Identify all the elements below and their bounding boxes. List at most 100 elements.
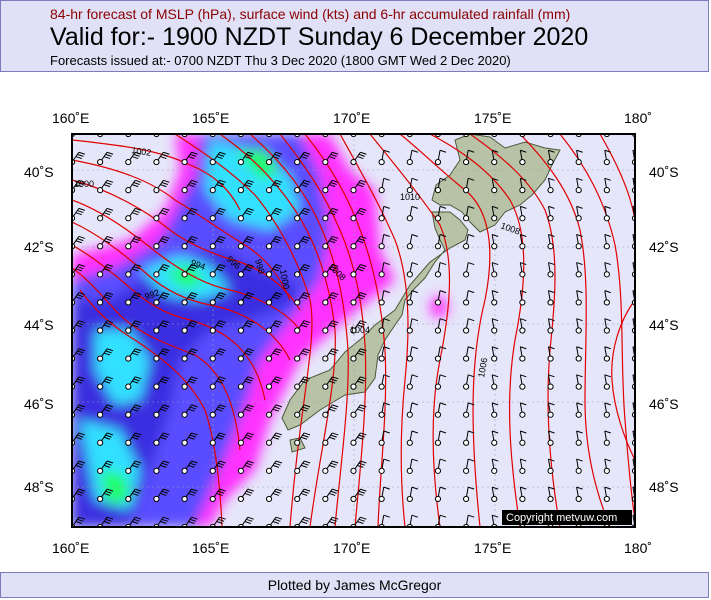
wind-barb-feather bbox=[576, 402, 583, 406]
station-marker bbox=[181, 271, 188, 278]
station-marker bbox=[434, 215, 442, 222]
station-marker bbox=[237, 158, 244, 166]
wind-barb-feather bbox=[468, 290, 475, 294]
wind-barb-feather bbox=[131, 184, 139, 188]
wind-barb-feather bbox=[244, 408, 251, 412]
wind-barb-feather bbox=[75, 521, 83, 524]
wind-barb-feather bbox=[439, 374, 447, 378]
header-banner: 84-hr forecast of MSLP (hPa), surface wi… bbox=[0, 0, 709, 72]
station-marker bbox=[491, 158, 498, 166]
wind-barb-feather bbox=[274, 182, 281, 185]
wind-barb-feather bbox=[133, 153, 140, 157]
station-marker bbox=[491, 383, 498, 390]
wind-barb-feather bbox=[383, 318, 390, 322]
wind-barb-feather bbox=[163, 151, 170, 155]
wind-barb-feather bbox=[576, 430, 583, 434]
station-marker bbox=[125, 215, 132, 222]
wind-barb-feather bbox=[191, 404, 198, 408]
wind-barb-feather bbox=[188, 492, 195, 496]
wind-barb-feather bbox=[331, 126, 337, 128]
wind-barb-feather bbox=[360, 348, 367, 352]
wind-barb-feather bbox=[303, 151, 311, 155]
station-marker bbox=[519, 355, 526, 362]
wind-barb-feather bbox=[604, 346, 611, 350]
lon-label-bottom: 160˚E bbox=[52, 540, 89, 556]
wind-barb-feather bbox=[106, 460, 114, 464]
wind-barb-shaft bbox=[100, 134, 101, 135]
wind-barb-feather bbox=[272, 184, 280, 188]
station-marker bbox=[209, 271, 216, 278]
wind-barb-feather bbox=[191, 516, 198, 520]
station-marker bbox=[378, 215, 385, 222]
wind-barb-feather bbox=[411, 177, 419, 181]
wind-barb-feather bbox=[360, 488, 367, 492]
station-marker bbox=[265, 383, 273, 390]
wind-barb-feather bbox=[468, 149, 475, 153]
wind-barb-feather bbox=[605, 122, 611, 124]
wind-barb-feather bbox=[439, 346, 447, 350]
station-marker bbox=[547, 355, 554, 362]
wind-barb-feather bbox=[358, 490, 366, 494]
wind-barb-feather bbox=[439, 318, 447, 322]
wind-barb-feather bbox=[163, 292, 170, 296]
station-marker bbox=[97, 299, 104, 306]
wind-barb-feather bbox=[161, 378, 168, 382]
wind-barb-feather bbox=[300, 521, 308, 524]
wind-barb-feather bbox=[246, 294, 253, 298]
wind-barb-feather bbox=[520, 458, 527, 462]
wind-barb-shaft bbox=[156, 134, 158, 135]
wind-barb-feather bbox=[520, 205, 527, 209]
station-marker bbox=[322, 411, 329, 418]
wind-barb-feather bbox=[439, 402, 447, 406]
station-marker bbox=[125, 411, 132, 418]
station-marker bbox=[322, 383, 329, 390]
station-marker bbox=[294, 243, 301, 250]
station-marker bbox=[519, 243, 526, 250]
wind-barb-feather bbox=[105, 182, 112, 185]
wind-barb-feather bbox=[548, 205, 555, 209]
station-marker bbox=[575, 383, 582, 390]
station-marker bbox=[603, 411, 610, 418]
wind-barb-feather bbox=[191, 432, 198, 436]
wind-barb-feather bbox=[189, 406, 197, 410]
wind-barb-feather bbox=[332, 235, 339, 239]
station-marker bbox=[434, 327, 442, 334]
wind-barb-feather bbox=[302, 322, 309, 326]
wind-barb-feather bbox=[246, 238, 253, 242]
wind-barb-feather bbox=[272, 156, 280, 160]
station-marker bbox=[519, 383, 526, 390]
wind-barb-feather bbox=[303, 348, 311, 352]
wind-barb-feather bbox=[411, 402, 419, 406]
station-marker bbox=[322, 439, 329, 446]
wind-barb-feather bbox=[357, 408, 364, 412]
wind-barb-feather bbox=[303, 320, 311, 324]
wind-barb-feather bbox=[302, 294, 309, 298]
wind-barb-feather bbox=[300, 436, 308, 440]
station-marker bbox=[350, 495, 357, 503]
wind-barb-feather bbox=[135, 320, 142, 324]
wind-barb-feather bbox=[275, 179, 283, 183]
wind-barb-feather bbox=[492, 149, 499, 153]
wind-barb-feather bbox=[576, 318, 583, 322]
station-marker bbox=[378, 467, 385, 474]
wind-barb-feather bbox=[219, 151, 226, 155]
wind-barb-feather bbox=[131, 492, 139, 496]
wind-barb-feather bbox=[329, 492, 336, 496]
wind-barb-feather bbox=[133, 238, 140, 242]
wind-barb-feather bbox=[300, 268, 308, 272]
wind-barb-feather bbox=[272, 268, 280, 272]
station-marker bbox=[575, 467, 582, 474]
wind-barb-shaft bbox=[437, 134, 439, 135]
wind-barb-feather bbox=[275, 376, 283, 380]
wind-barb-feather bbox=[75, 240, 83, 244]
wind-barb-feather bbox=[161, 490, 168, 494]
wind-barb-feather bbox=[105, 210, 112, 214]
wind-barb-feather bbox=[105, 406, 112, 410]
wind-barb-feather bbox=[576, 177, 583, 181]
wind-barb-feather bbox=[632, 514, 635, 517]
wind-barb-feather bbox=[189, 182, 197, 185]
wind-barb-feather bbox=[216, 352, 223, 356]
station-marker bbox=[265, 158, 273, 166]
wind-barb-feather bbox=[163, 207, 170, 211]
station-marker bbox=[434, 243, 442, 250]
